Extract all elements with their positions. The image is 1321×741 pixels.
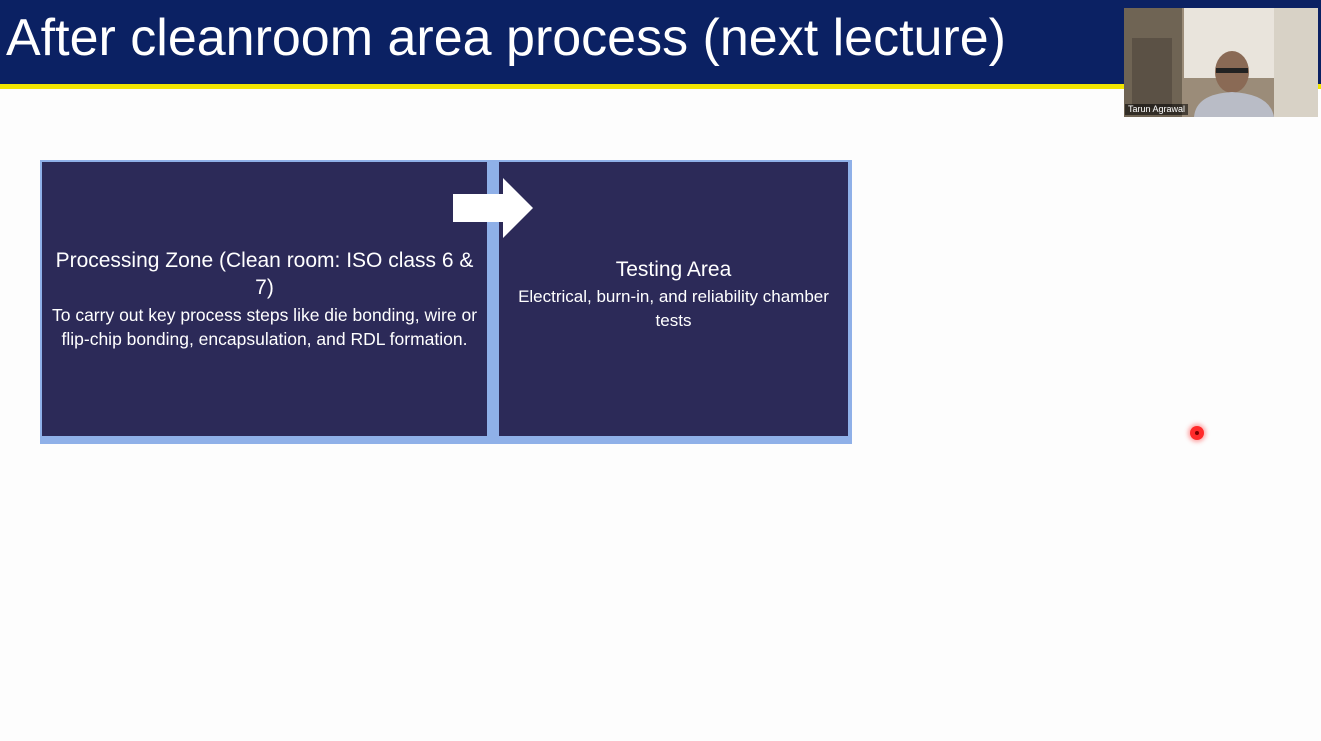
webcam-video-feed [1124,8,1318,117]
processing-zone-description: To carry out key process steps like die … [51,305,478,349]
title-underline [0,84,1321,89]
process-flow-diagram: Processing Zone (Clean room: ISO class 6… [40,160,852,444]
laser-pointer-icon [1190,426,1204,440]
testing-area-box: Testing Area Electrical, burn-in, and re… [499,162,848,436]
slide-title-bar: After cleanroom area process (next lectu… [0,0,1321,85]
processing-zone-box: Processing Zone (Clean room: ISO class 6… [42,162,487,436]
processing-zone-title: Processing Zone (Clean room: ISO class 6… [55,249,474,299]
slide-title: After cleanroom area process (next lectu… [6,9,1006,67]
participant-name-label: Tarun Agrawal [1125,104,1189,115]
testing-area-title: Testing Area [615,257,732,281]
testing-area-description: Electrical, burn-in, and reliability cha… [518,286,829,330]
webcam-video-tile[interactable]: Tarun Agrawal [1124,8,1318,117]
right-arrow-icon [453,178,533,238]
